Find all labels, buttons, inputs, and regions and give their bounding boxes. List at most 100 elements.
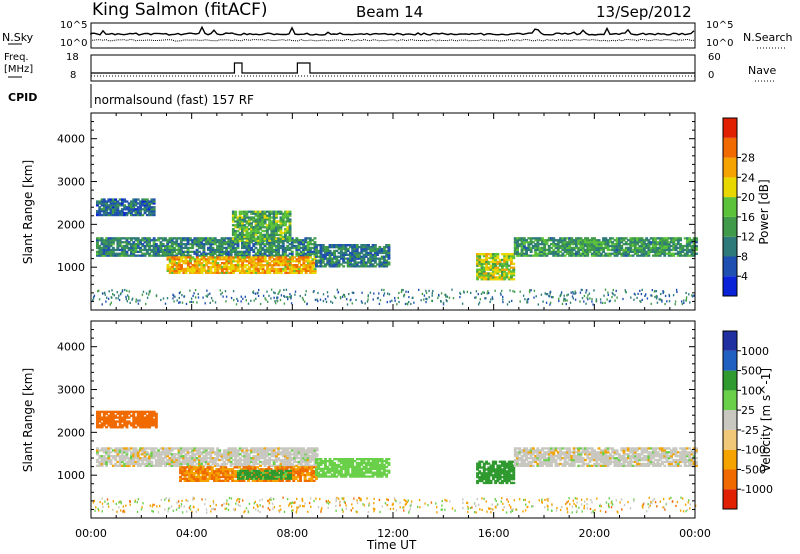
heatmap-cell [148,460,151,464]
heatmap-cell [344,261,348,264]
heatmap-cell [231,229,235,233]
heatmap-cell [270,250,274,253]
heatmap-cell [164,455,167,458]
heatmap-cell [306,460,310,464]
heatmap-cell [611,241,615,244]
heatmap-cell [565,244,569,248]
heatmap-cell [136,208,140,211]
heatmap-cell [139,462,142,466]
heatmap-cell [102,241,106,244]
heatmap-cell [215,475,219,479]
heatmap-cell [134,422,138,425]
heatmap-cell [311,453,315,456]
heatmap-cell [305,473,309,477]
heatmap-cell [195,256,199,259]
heatmap-cell [328,249,332,253]
heatmap-cell [211,260,215,263]
heatmap-cell [134,213,138,217]
heatmap-cell [164,460,167,464]
heatmap-cell [166,447,170,450]
heatmap-cell [491,278,495,281]
heatmap-cell [256,466,259,469]
heatmap-cell [286,260,290,263]
heatmap-cell [204,449,208,452]
heatmap-cell [489,253,493,256]
heatmap-cell [148,202,151,205]
heatmap-cell [355,261,359,264]
heatmap-cell [294,470,298,473]
heatmap-cell [491,266,495,269]
heatmap-cell [570,252,574,255]
heatmap-cell [564,298,566,301]
heatmap-cell [195,457,199,460]
heatmap-cell [189,267,192,271]
heatmap-cell [111,424,115,427]
heatmap-cell [216,239,219,242]
heatmap-cell [645,237,649,240]
heatmap-cell [295,464,299,467]
heatmap-cell [507,270,511,273]
heatmap-cell [480,253,484,256]
heatmap-cell [143,424,147,427]
heatmap-cell [362,247,366,251]
heatmap-cell [510,266,513,269]
heatmap-cell [299,466,302,469]
heatmap-cell [326,246,330,249]
heatmap-cell [193,252,197,255]
heatmap-cell [568,244,572,248]
heatmap-cell [277,250,281,253]
heatmap-cell [367,247,370,251]
heatmap-cell [284,231,287,235]
heatmap-cell [239,469,243,473]
heatmap-cell [214,301,217,304]
heatmap-cell [229,449,233,452]
heatmap-cell [145,198,149,201]
heatmap-cell [607,291,609,294]
heatmap-cell [321,257,325,260]
heatmap-cell [503,253,507,256]
heatmap-cell [568,237,572,240]
heatmap-cell [252,237,256,240]
heatmap-cell [681,250,685,253]
heatmap-cell [195,241,199,244]
heatmap-cell [114,213,118,217]
heatmap-cell [270,455,274,458]
heatmap-cell [150,453,154,456]
heatmap-cell [159,244,163,248]
heatmap-cell [342,247,346,251]
heatmap-cell [315,265,318,268]
heatmap-cell [545,293,547,296]
heatmap-cell [236,226,240,229]
heatmap-cell [254,256,258,259]
heatmap-cell [227,449,231,452]
heatmap-cell [674,300,677,303]
heatmap-cell [487,278,491,281]
heatmap-cell [132,210,136,213]
heatmap-cell [425,289,427,292]
heatmap-cell [109,237,113,240]
heatmap-cell [624,248,628,252]
heatmap-cell [281,458,285,462]
heatmap-cell [337,259,341,262]
heatmap-cell [584,254,587,257]
heatmap-cell [570,243,574,246]
heatmap-cell [478,274,482,277]
heatmap-cell [385,249,389,253]
heatmap-cell [186,453,190,456]
heatmap-cell [309,264,313,267]
heatmap-cell [175,256,179,259]
heatmap-cell [227,267,231,271]
heatmap-cell [533,296,535,299]
heatmap-cell [105,237,108,240]
heatmap-cell [279,239,283,242]
heatmap-cell [543,243,547,246]
heatmap-cell [236,453,240,456]
heatmap-cell [220,248,224,252]
heatmap-cell [559,246,562,250]
heatmap-cell [114,202,118,205]
heatmap-cell [130,250,133,253]
heatmap-cell [252,235,256,238]
heatmap-cell [199,477,203,480]
heatmap-cell [98,210,102,213]
heatmap-cell [125,200,129,203]
